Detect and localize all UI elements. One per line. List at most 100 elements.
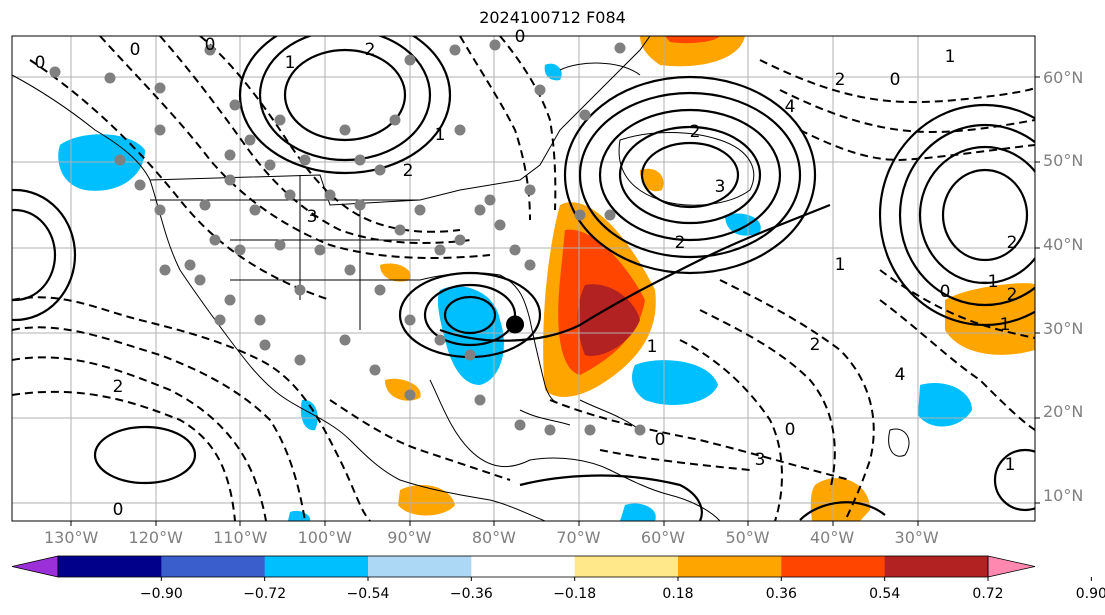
colorbar-segment [264,556,369,577]
observation-dot [369,364,381,376]
observation-dot [524,259,536,271]
colorbar-label: 0.90 [1075,586,1105,602]
lon-label: 90°W [387,528,432,547]
colorbar-segment [471,556,576,577]
solid-contours [12,36,1035,521]
observation-dot [584,424,596,436]
observation-dot [344,264,356,276]
observation-dot [434,244,446,256]
observation-dot [354,199,366,211]
lon-label: 80°W [471,528,516,547]
observation-dot [224,149,236,161]
observation-dot [474,204,486,216]
contour-label: 1 [1005,455,1016,475]
colorbar-segment [678,556,782,577]
observation-dot [134,179,146,191]
contour-label: 2 [675,233,686,253]
contour-label: 0 [205,35,216,55]
contour-label: 3 [715,177,726,197]
contour-label: 0 [940,282,951,302]
anomaly-shading [58,36,1035,521]
lat-label: 50°N [1043,151,1084,171]
observation-dot [509,244,521,256]
contour-label: 0 [515,27,526,47]
contour-label: 2 [1007,233,1018,253]
contour-label: 0 [113,500,124,520]
contour-labels: 0 0 0 1 2 3 2 1 0 2 3 4 2 1 0 2 3 4 2 1 0 -1 2 1 0 2 1 0 2 1 0 [35,27,1018,520]
contour-label: 2 [690,122,701,142]
colorbar-arrow-high [987,555,1036,578]
observation-dot [524,184,536,196]
lon-label: 100°W [297,528,352,547]
observation-dot [154,82,166,94]
observation-dots [49,39,646,436]
observation-dot [474,394,486,406]
contour-label: 0 [130,40,141,60]
colorbar-segment [574,556,679,577]
observation-dot [259,339,271,351]
observation-dot [534,84,546,96]
lat-label: 20°N [1043,402,1084,422]
observation-dot [199,199,211,211]
contour-label: 1 [647,337,658,357]
observation-dot [274,114,286,126]
contour-label: 1 [285,53,296,73]
observation-dot [224,294,236,306]
lon-label: 70°W [556,528,601,547]
observation-dot [604,209,616,221]
observation-dot [274,239,286,251]
observation-dot [104,72,116,84]
observation-dot [159,264,171,276]
observation-dot [374,164,386,176]
observation-dot [574,209,586,221]
contour-label: 3 [755,450,766,470]
colorbar-segment [161,556,266,577]
contour-label: 0 [890,70,901,90]
contour-label: 1 [1000,315,1011,335]
contour-label: 2 [403,161,414,181]
observation-dot [244,134,256,146]
observation-dot [314,244,326,256]
contour-label: 2 [365,40,376,60]
colorbar-label: 0.72 [972,586,1004,602]
observation-dot [484,194,496,206]
graticule [12,36,1035,521]
observation-dot [489,39,501,51]
lon-label: 60°W [640,528,686,547]
map-title: 2024100712 F084 [479,8,626,27]
contour-label: 0 [35,53,46,73]
colorbar-label: −0.18 [553,586,597,602]
observation-dot [229,99,241,111]
observation-dot [434,334,446,346]
colorbar-border [57,555,989,578]
lon-label: 30°W [894,528,939,547]
observation-dot [464,349,476,361]
contour-label: 0 [655,430,666,450]
observation-dot [614,42,626,54]
contour-label: 3 [307,207,318,227]
observation-dot [184,259,196,271]
observation-dot [414,204,426,216]
observation-dot [224,174,236,186]
warm-anomaly-top [640,36,745,67]
storm-center-marker [506,315,525,334]
observation-dot [284,189,296,201]
contour-label: 0 [785,420,796,440]
colorbar-label: −0.90 [139,586,183,602]
observation-dot [404,389,416,401]
observation-dot [154,124,166,136]
colorbar-segment [781,556,886,577]
lat-label: 10°N [1043,485,1084,505]
cool-anomaly-gulf [437,286,504,385]
lon-label: 40°W [809,528,855,547]
lat-label: 40°N [1043,235,1084,255]
observation-dot [154,204,166,216]
observation-dot [449,44,461,56]
observation-dot [214,314,226,326]
axis-ticks [70,76,1040,526]
colorbar-label: 0.36 [765,586,797,602]
colorbar-segment [58,556,162,577]
colorbar-label: 0.18 [662,586,694,602]
colorbar-label: −0.72 [243,586,287,602]
